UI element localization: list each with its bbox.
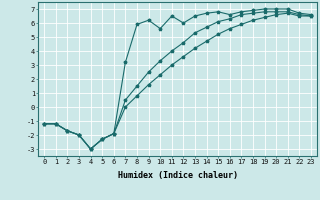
X-axis label: Humidex (Indice chaleur): Humidex (Indice chaleur): [118, 171, 238, 180]
